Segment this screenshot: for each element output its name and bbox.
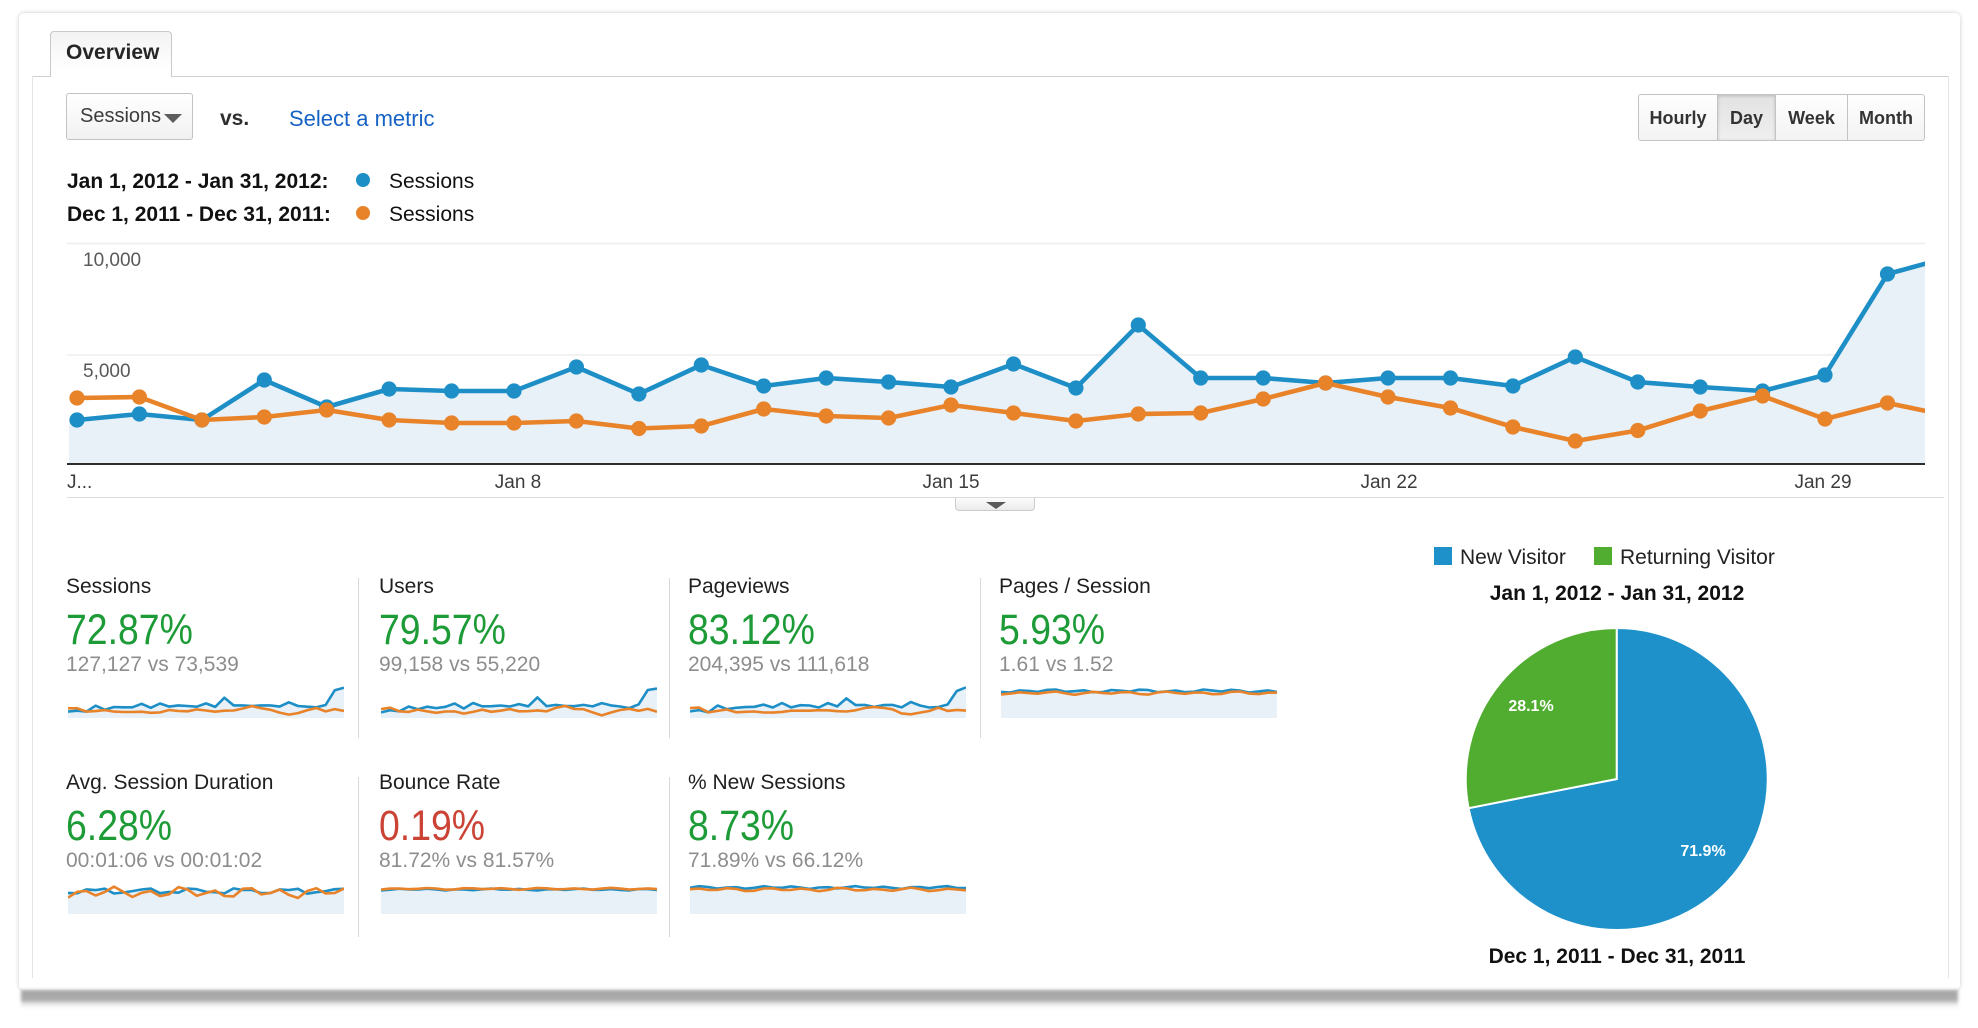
svg-text:5,000: 5,000 [83, 361, 131, 382]
svg-text:J...: J... [67, 472, 92, 493]
svg-text:10,000: 10,000 [83, 250, 141, 271]
svg-text:Jan 22: Jan 22 [1360, 472, 1417, 493]
svg-text:Jan 29: Jan 29 [1794, 472, 1851, 493]
svg-text:Jan 15: Jan 15 [922, 472, 979, 493]
svg-text:28.1%: 28.1% [1508, 698, 1553, 715]
svg-text:71.9%: 71.9% [1680, 843, 1725, 860]
svg-text:Jan 8: Jan 8 [495, 472, 541, 493]
